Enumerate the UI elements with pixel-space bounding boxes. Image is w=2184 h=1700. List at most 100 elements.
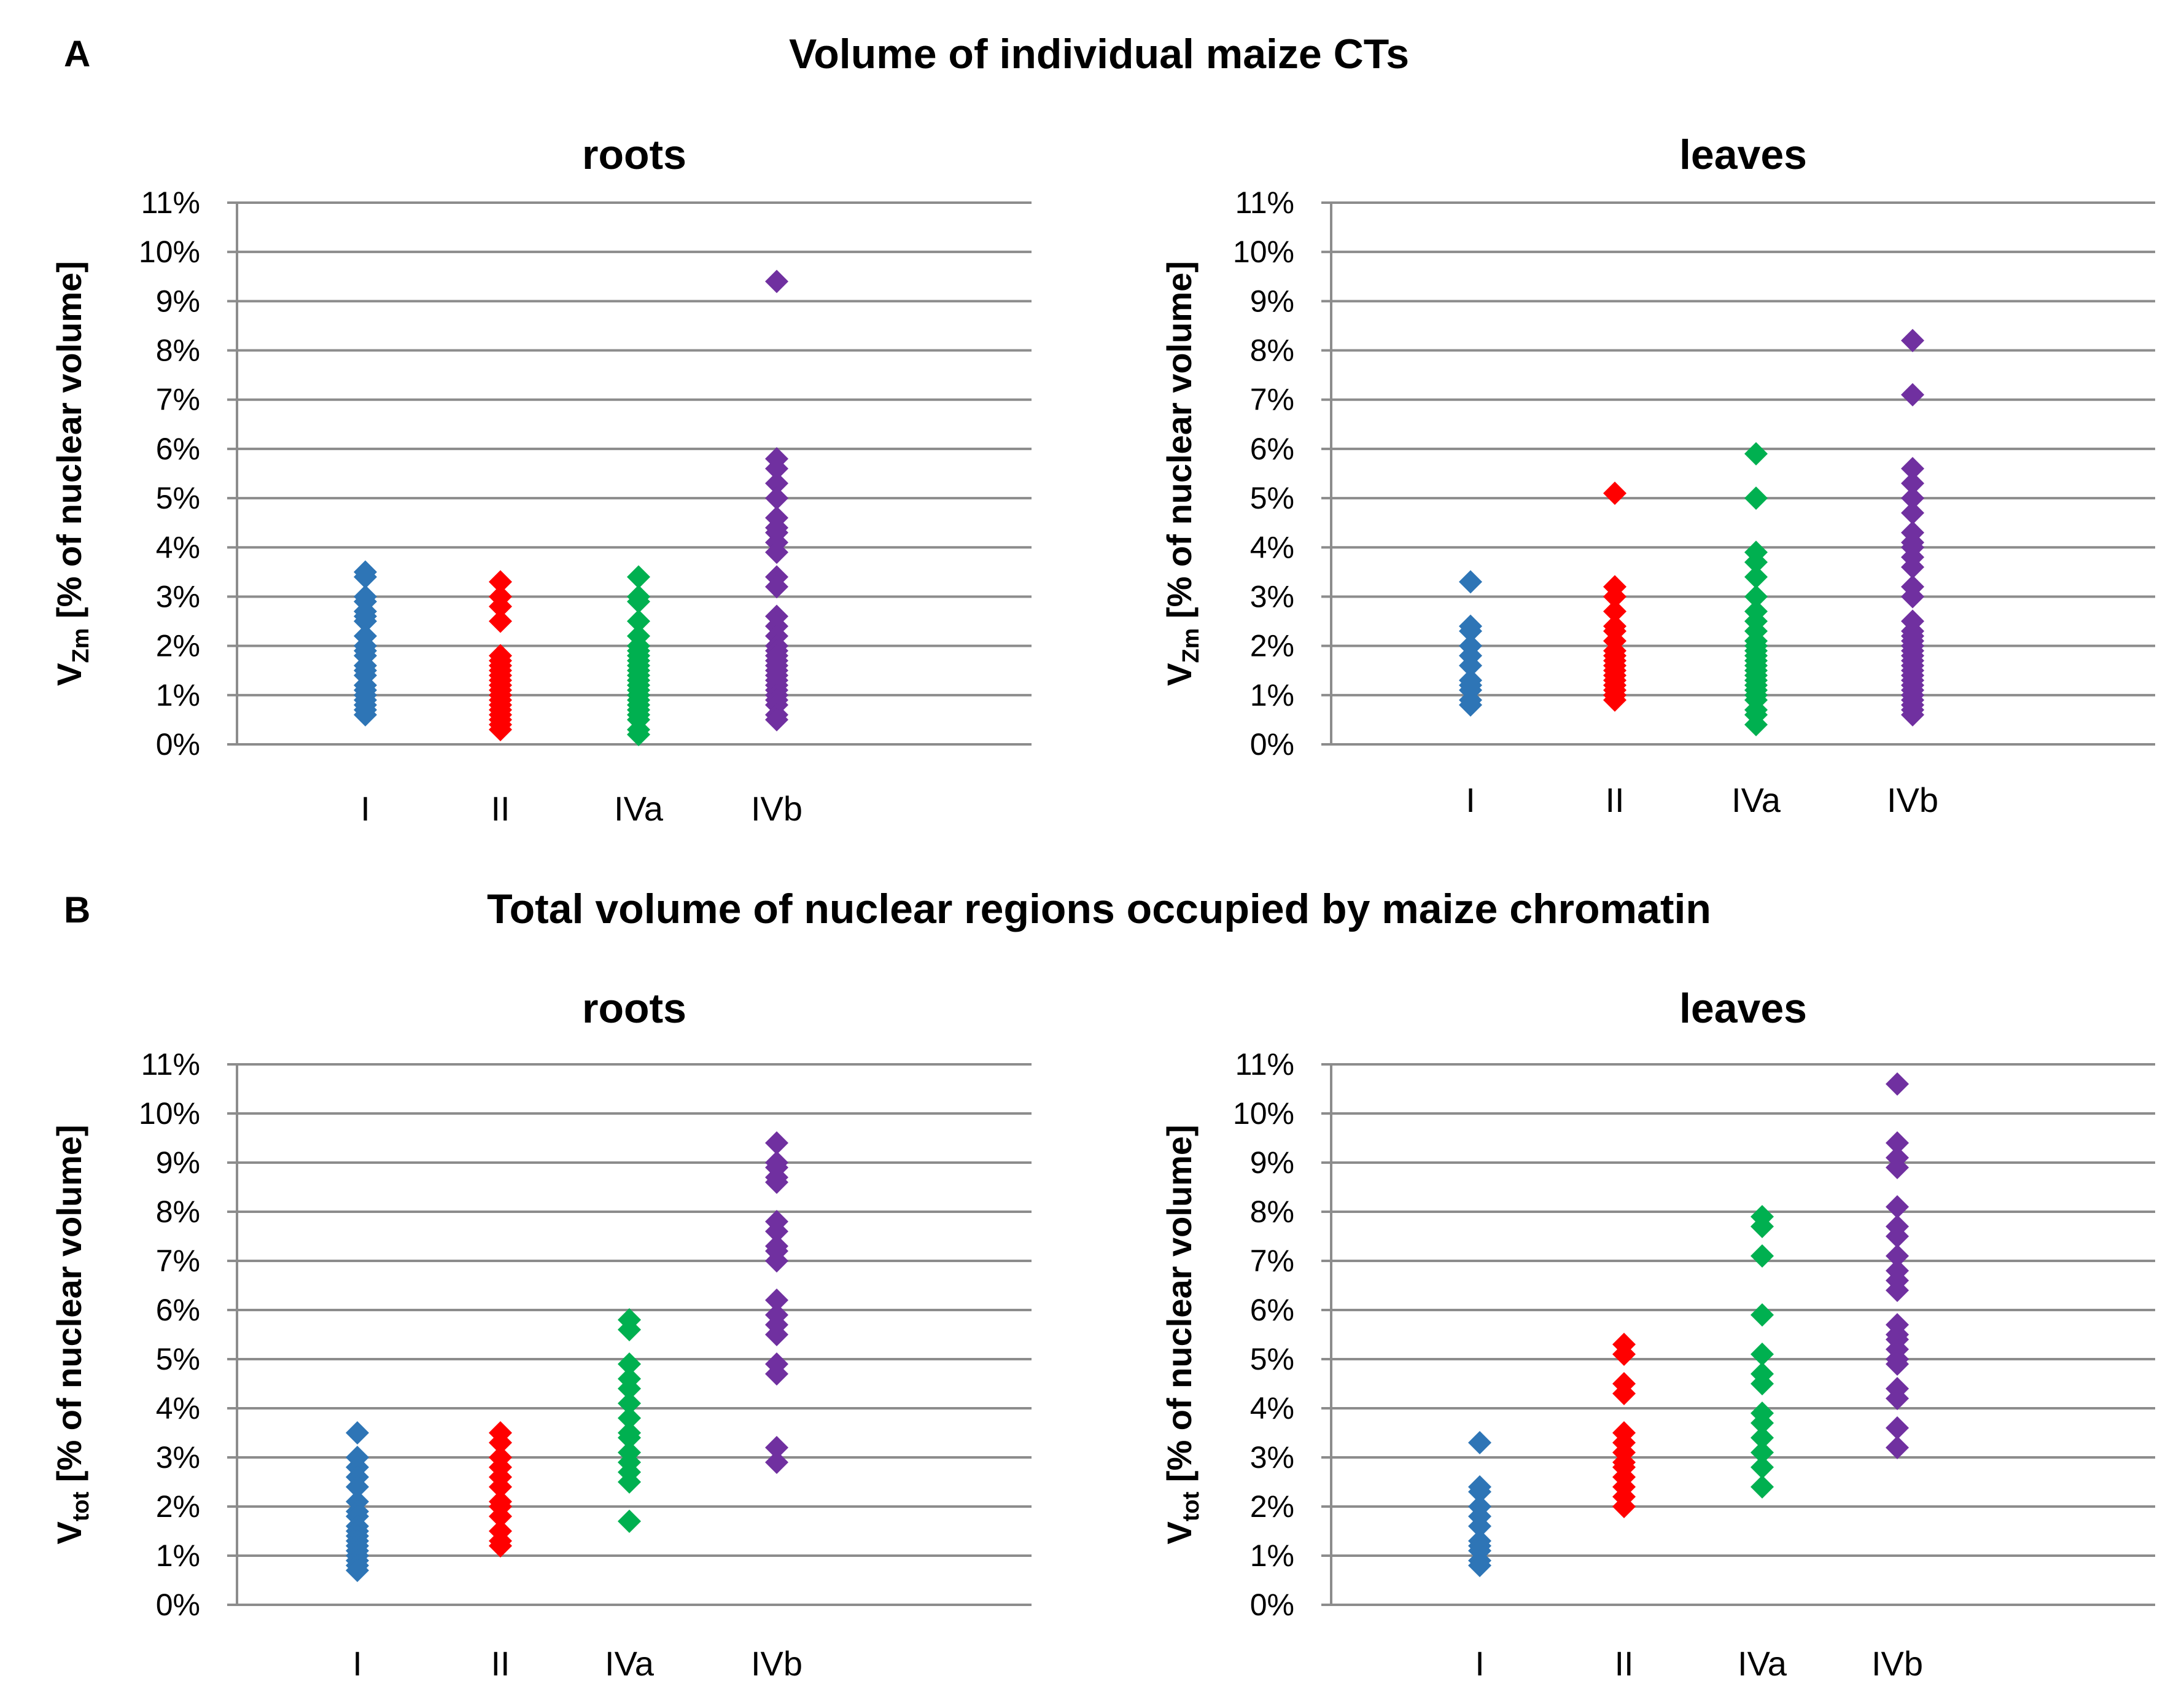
data-point bbox=[1751, 1303, 1774, 1327]
data-point bbox=[354, 609, 377, 633]
y-tick-label: 0% bbox=[1250, 727, 1294, 762]
y-tick-label: 7% bbox=[1250, 383, 1294, 417]
data-point bbox=[1751, 1426, 1774, 1449]
y-tick-label: 11% bbox=[1235, 1047, 1294, 1082]
data-point bbox=[1901, 585, 1924, 609]
y-tick-label: 6% bbox=[156, 1293, 200, 1327]
data-point bbox=[1603, 482, 1626, 505]
data-point bbox=[1886, 1225, 1909, 1248]
data-point bbox=[1901, 555, 1924, 579]
section-a-letter: A bbox=[64, 33, 91, 74]
category-label: IVa bbox=[1738, 1644, 1787, 1683]
data-point bbox=[354, 703, 377, 727]
y-tick-label: 9% bbox=[1250, 1145, 1294, 1180]
y-tick-label: 6% bbox=[1250, 1293, 1294, 1327]
data-point bbox=[627, 565, 650, 589]
y-tick-label: 11% bbox=[141, 185, 200, 220]
data-point bbox=[1886, 1131, 1909, 1155]
y-tick-label: 4% bbox=[156, 1391, 200, 1425]
data-point bbox=[1603, 585, 1626, 609]
y-tick-label: 7% bbox=[1250, 1244, 1294, 1278]
y-tick-label: 9% bbox=[1250, 284, 1294, 318]
data-point bbox=[1901, 703, 1924, 727]
category-label: IVb bbox=[751, 1644, 802, 1683]
category-label: IVb bbox=[1887, 781, 1938, 819]
data-point bbox=[1886, 1279, 1909, 1302]
data-point bbox=[1751, 1215, 1774, 1238]
y-tick-label: 10% bbox=[1233, 1096, 1294, 1131]
data-point bbox=[765, 1451, 788, 1474]
y-tick-label: 11% bbox=[1235, 185, 1294, 220]
data-point bbox=[1901, 472, 1924, 496]
section-a-title: Volume of individual maize CTs bbox=[788, 31, 1410, 77]
y-tick-label: 10% bbox=[139, 235, 200, 269]
section-b-title: Total volume of nuclear regions occupied… bbox=[487, 886, 1711, 932]
data-point bbox=[1751, 1244, 1774, 1268]
data-point bbox=[1612, 1382, 1636, 1405]
y-tick-label: 0% bbox=[156, 727, 200, 762]
y-tick-label: 3% bbox=[156, 1440, 200, 1475]
data-point bbox=[1468, 1554, 1491, 1577]
section-b-letter: B bbox=[64, 889, 91, 930]
data-point bbox=[1468, 1480, 1491, 1503]
data-point bbox=[1751, 1343, 1774, 1366]
data-point bbox=[346, 1475, 369, 1499]
data-point bbox=[1886, 1195, 1909, 1218]
data-point bbox=[618, 1318, 641, 1341]
y-tick-label: 8% bbox=[156, 1195, 200, 1229]
y-tick-label: 2% bbox=[156, 1489, 200, 1524]
y-tick-label: 9% bbox=[156, 284, 200, 318]
data-point bbox=[765, 456, 788, 480]
data-point bbox=[618, 1510, 641, 1533]
y-tick-label: 7% bbox=[156, 383, 200, 417]
category-label: IVa bbox=[1731, 781, 1781, 819]
data-point bbox=[1603, 599, 1626, 623]
data-point bbox=[354, 565, 377, 589]
data-point bbox=[1751, 1456, 1774, 1479]
data-point bbox=[765, 270, 788, 294]
data-point bbox=[1744, 486, 1768, 510]
data-point bbox=[765, 486, 788, 510]
chart-title: leaves bbox=[1679, 985, 1807, 1032]
data-point bbox=[1751, 1475, 1774, 1499]
data-point bbox=[1744, 585, 1768, 609]
y-tick-label: 5% bbox=[156, 1342, 200, 1376]
y-tick-label: 6% bbox=[1250, 432, 1294, 466]
data-point bbox=[618, 1392, 641, 1415]
data-point bbox=[1603, 688, 1626, 712]
data-point bbox=[489, 717, 512, 741]
data-point bbox=[618, 1426, 641, 1449]
data-point bbox=[1744, 550, 1768, 574]
data-point bbox=[1901, 456, 1924, 480]
data-point bbox=[1901, 486, 1924, 510]
y-axis-label: Vtot [% of nuclear volume] bbox=[1160, 1125, 1204, 1544]
y-tick-label: 4% bbox=[1250, 1391, 1294, 1425]
y-tick-label: 7% bbox=[156, 1244, 200, 1278]
data-point bbox=[1459, 693, 1482, 717]
y-tick-label: 2% bbox=[1250, 1489, 1294, 1524]
data-point bbox=[765, 708, 788, 731]
data-point bbox=[489, 609, 512, 633]
category-label: IVb bbox=[751, 789, 802, 828]
data-point bbox=[1744, 565, 1768, 589]
data-point bbox=[618, 1377, 641, 1400]
data-point bbox=[1459, 570, 1482, 594]
data-point bbox=[489, 1534, 512, 1558]
data-point bbox=[489, 1505, 512, 1528]
data-point bbox=[765, 1249, 788, 1273]
data-point bbox=[1751, 1441, 1774, 1464]
y-tick-label: 0% bbox=[156, 1588, 200, 1622]
y-tick-label: 9% bbox=[156, 1145, 200, 1180]
y-tick-label: 5% bbox=[1250, 481, 1294, 515]
data-point bbox=[346, 1559, 369, 1582]
category-label: II bbox=[1614, 1644, 1633, 1683]
y-tick-label: 3% bbox=[156, 579, 200, 614]
y-axis-label: Vtot [% of nuclear volume] bbox=[50, 1125, 94, 1544]
data-point bbox=[1901, 329, 1924, 353]
y-tick-label: 5% bbox=[156, 481, 200, 515]
y-tick-label: 11% bbox=[141, 1047, 200, 1082]
